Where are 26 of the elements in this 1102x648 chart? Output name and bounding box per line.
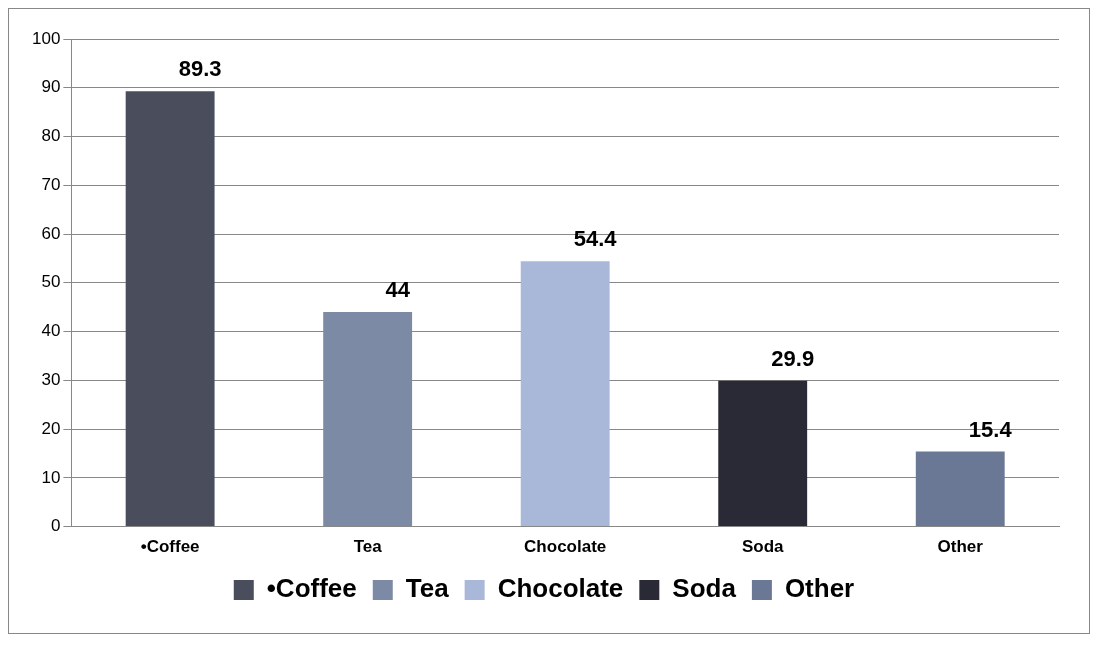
data-label: 89.3 — [178, 56, 222, 82]
legend-label: •Coffee — [266, 573, 357, 604]
y-tick-label: 80 — [41, 126, 61, 146]
y-tick-label: 30 — [41, 370, 61, 390]
y-tick-label: 70 — [41, 174, 61, 194]
legend-label: Soda — [672, 573, 737, 604]
y-tick-label: 0 — [50, 516, 61, 536]
y-tick-label: 10 — [41, 467, 61, 487]
x-tick-label: •Coffee — [140, 537, 200, 557]
x-tick-label: Other — [937, 537, 984, 557]
y-tick-label: 50 — [41, 272, 61, 292]
y-tick-label: 40 — [41, 321, 61, 341]
y-tick-label: 100 — [31, 28, 61, 48]
x-tick-label: Soda — [741, 537, 785, 557]
y-tick-label: 60 — [41, 223, 61, 243]
data-label: 29.9 — [771, 345, 815, 371]
x-tick-label: Chocolate — [524, 537, 607, 557]
data-label: 54.4 — [573, 226, 618, 252]
legend-label: Other — [784, 573, 855, 604]
x-tick-label: Tea — [353, 537, 383, 557]
y-tick-label: 90 — [41, 77, 61, 97]
legend-label: Chocolate — [497, 573, 624, 604]
y-tick-label: 20 — [41, 418, 61, 438]
data-label: 44 — [385, 277, 411, 303]
legend-label: Tea — [405, 573, 450, 604]
data-label: 15.4 — [968, 416, 1013, 442]
